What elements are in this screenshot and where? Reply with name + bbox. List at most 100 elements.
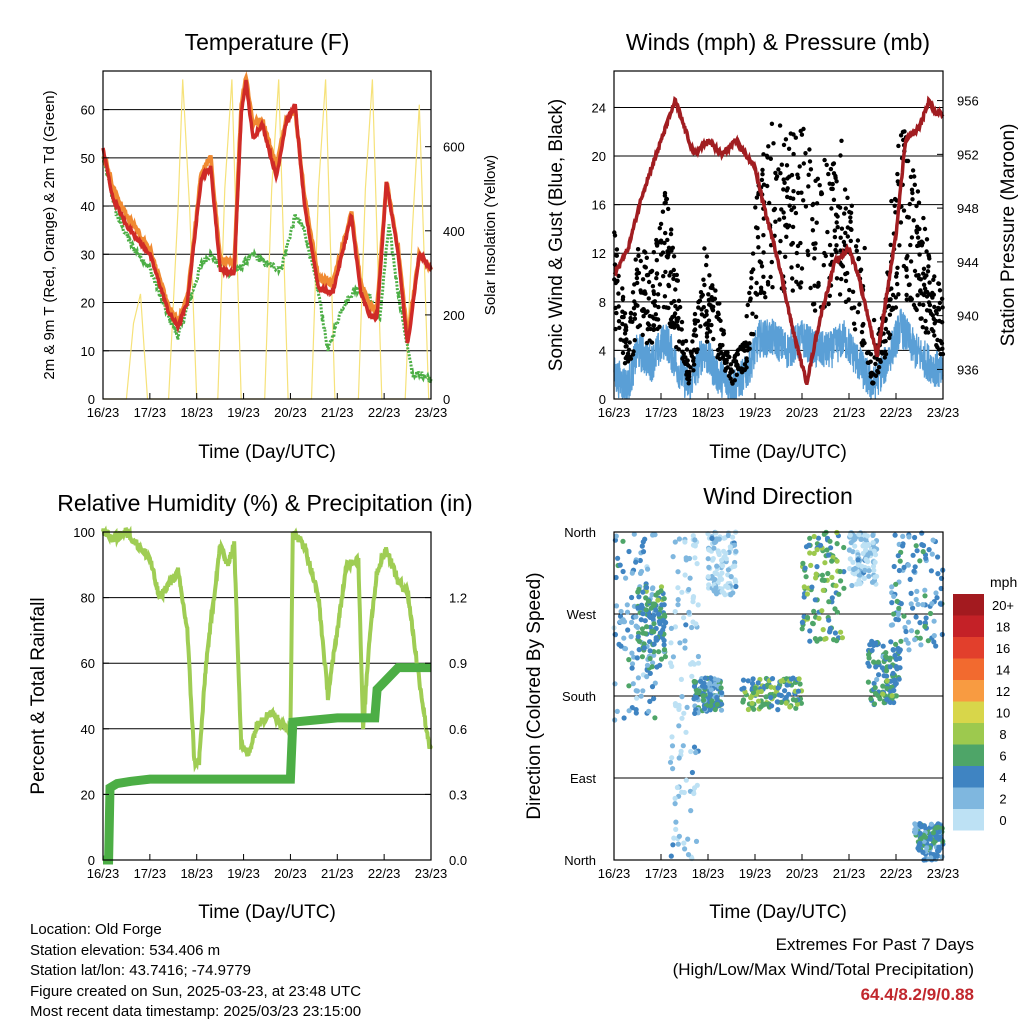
direction-point bbox=[672, 801, 678, 807]
direction-point bbox=[728, 591, 734, 597]
gust-point bbox=[827, 242, 833, 248]
direction-point bbox=[917, 635, 923, 641]
direction-point bbox=[875, 659, 882, 665]
gust-point bbox=[623, 325, 629, 330]
gust-point bbox=[801, 161, 806, 166]
precip-ytick-label: 0.9 bbox=[449, 656, 467, 671]
gust-point bbox=[937, 288, 943, 293]
gust-point bbox=[623, 344, 628, 349]
gust-point bbox=[683, 338, 689, 344]
gust-point bbox=[704, 331, 710, 336]
gust-point bbox=[651, 250, 656, 255]
direction-point bbox=[740, 677, 747, 683]
gust-point bbox=[699, 294, 704, 299]
gust-point bbox=[832, 228, 837, 233]
gust-point bbox=[749, 331, 754, 337]
gust-point bbox=[660, 209, 666, 214]
gust-point bbox=[812, 283, 817, 288]
direction-point bbox=[708, 687, 714, 693]
gust-point bbox=[672, 273, 677, 278]
direction-point bbox=[819, 608, 825, 614]
gust-point bbox=[728, 370, 733, 375]
direction-point bbox=[893, 641, 899, 647]
gust-point bbox=[763, 295, 768, 300]
gust-point bbox=[905, 158, 911, 164]
direction-point bbox=[700, 693, 706, 699]
temperature-xtick-label: 18/23 bbox=[180, 405, 213, 420]
gust-point bbox=[672, 311, 678, 316]
direction-point bbox=[728, 574, 734, 580]
direction-point bbox=[927, 610, 934, 617]
gust-point bbox=[753, 205, 758, 210]
direction-point bbox=[799, 626, 805, 632]
direction-point bbox=[707, 692, 714, 698]
direction-point bbox=[837, 568, 843, 575]
gust-point bbox=[904, 292, 909, 298]
gust-point bbox=[634, 267, 640, 272]
rh-ytick-label: 100 bbox=[73, 525, 95, 540]
gust-point bbox=[914, 203, 919, 209]
gust-point bbox=[671, 267, 676, 273]
gust-point bbox=[786, 146, 792, 151]
gust-point bbox=[674, 319, 680, 324]
direction-point bbox=[935, 554, 941, 560]
gust-point bbox=[829, 252, 834, 258]
gust-point bbox=[622, 331, 628, 336]
gust-point bbox=[692, 311, 698, 317]
direction-point bbox=[682, 846, 688, 852]
gust-point bbox=[790, 276, 795, 281]
gust-point bbox=[728, 376, 733, 381]
wind-direction-panel: Wind Direction NorthEastSouthWestNorth16… bbox=[524, 483, 1017, 923]
gust-point bbox=[698, 324, 703, 329]
direction-point bbox=[829, 558, 835, 564]
direction-point bbox=[855, 562, 861, 568]
wind-ytick-label: 20 bbox=[592, 149, 606, 164]
direction-point bbox=[866, 573, 872, 579]
direction-point bbox=[793, 697, 799, 703]
direction-point bbox=[702, 684, 708, 690]
wind-ytick-label: 8 bbox=[599, 295, 606, 310]
rh-ytick-label: 60 bbox=[81, 656, 95, 671]
direction-point bbox=[650, 532, 656, 538]
gust-point bbox=[866, 360, 871, 365]
direction-point bbox=[635, 675, 642, 681]
gust-point bbox=[701, 277, 706, 282]
gust-point bbox=[897, 243, 902, 248]
direction-point bbox=[718, 685, 724, 691]
extremes-values: 64.4/8.2/9/0.88 bbox=[860, 985, 974, 1004]
direction-point bbox=[869, 638, 875, 645]
direction-point bbox=[856, 531, 862, 538]
gust-point bbox=[668, 231, 674, 237]
gust-point bbox=[906, 282, 912, 288]
direction-point bbox=[877, 696, 883, 702]
gust-point bbox=[925, 269, 931, 274]
direction-point bbox=[692, 537, 698, 543]
gust-point bbox=[781, 215, 787, 220]
gust-point bbox=[787, 203, 792, 208]
gust-point bbox=[895, 281, 900, 287]
direction-point bbox=[834, 638, 840, 644]
direction-point bbox=[669, 743, 676, 749]
direction-point bbox=[733, 548, 739, 555]
legend-color-swatch bbox=[953, 615, 984, 637]
gust-point bbox=[843, 230, 848, 236]
gust-point bbox=[744, 358, 749, 364]
direction-point bbox=[640, 589, 646, 595]
direction-point bbox=[640, 549, 647, 555]
direction-point bbox=[636, 638, 643, 645]
gust-point bbox=[620, 286, 625, 291]
gust-point bbox=[831, 197, 837, 202]
gust-point bbox=[677, 339, 682, 344]
direction-point bbox=[679, 715, 685, 721]
direction-xtick-label: 19/23 bbox=[739, 866, 772, 881]
direction-point bbox=[839, 635, 846, 641]
gust-point bbox=[923, 318, 928, 324]
direction-point bbox=[688, 808, 694, 814]
gust-point bbox=[936, 347, 942, 352]
gust-point bbox=[852, 327, 858, 332]
direction-point bbox=[887, 664, 893, 670]
legend-label: 12 bbox=[996, 684, 1010, 699]
temperature-xtick-label: 16/23 bbox=[87, 405, 120, 420]
direction-point bbox=[939, 631, 945, 638]
direction-point bbox=[881, 673, 887, 679]
